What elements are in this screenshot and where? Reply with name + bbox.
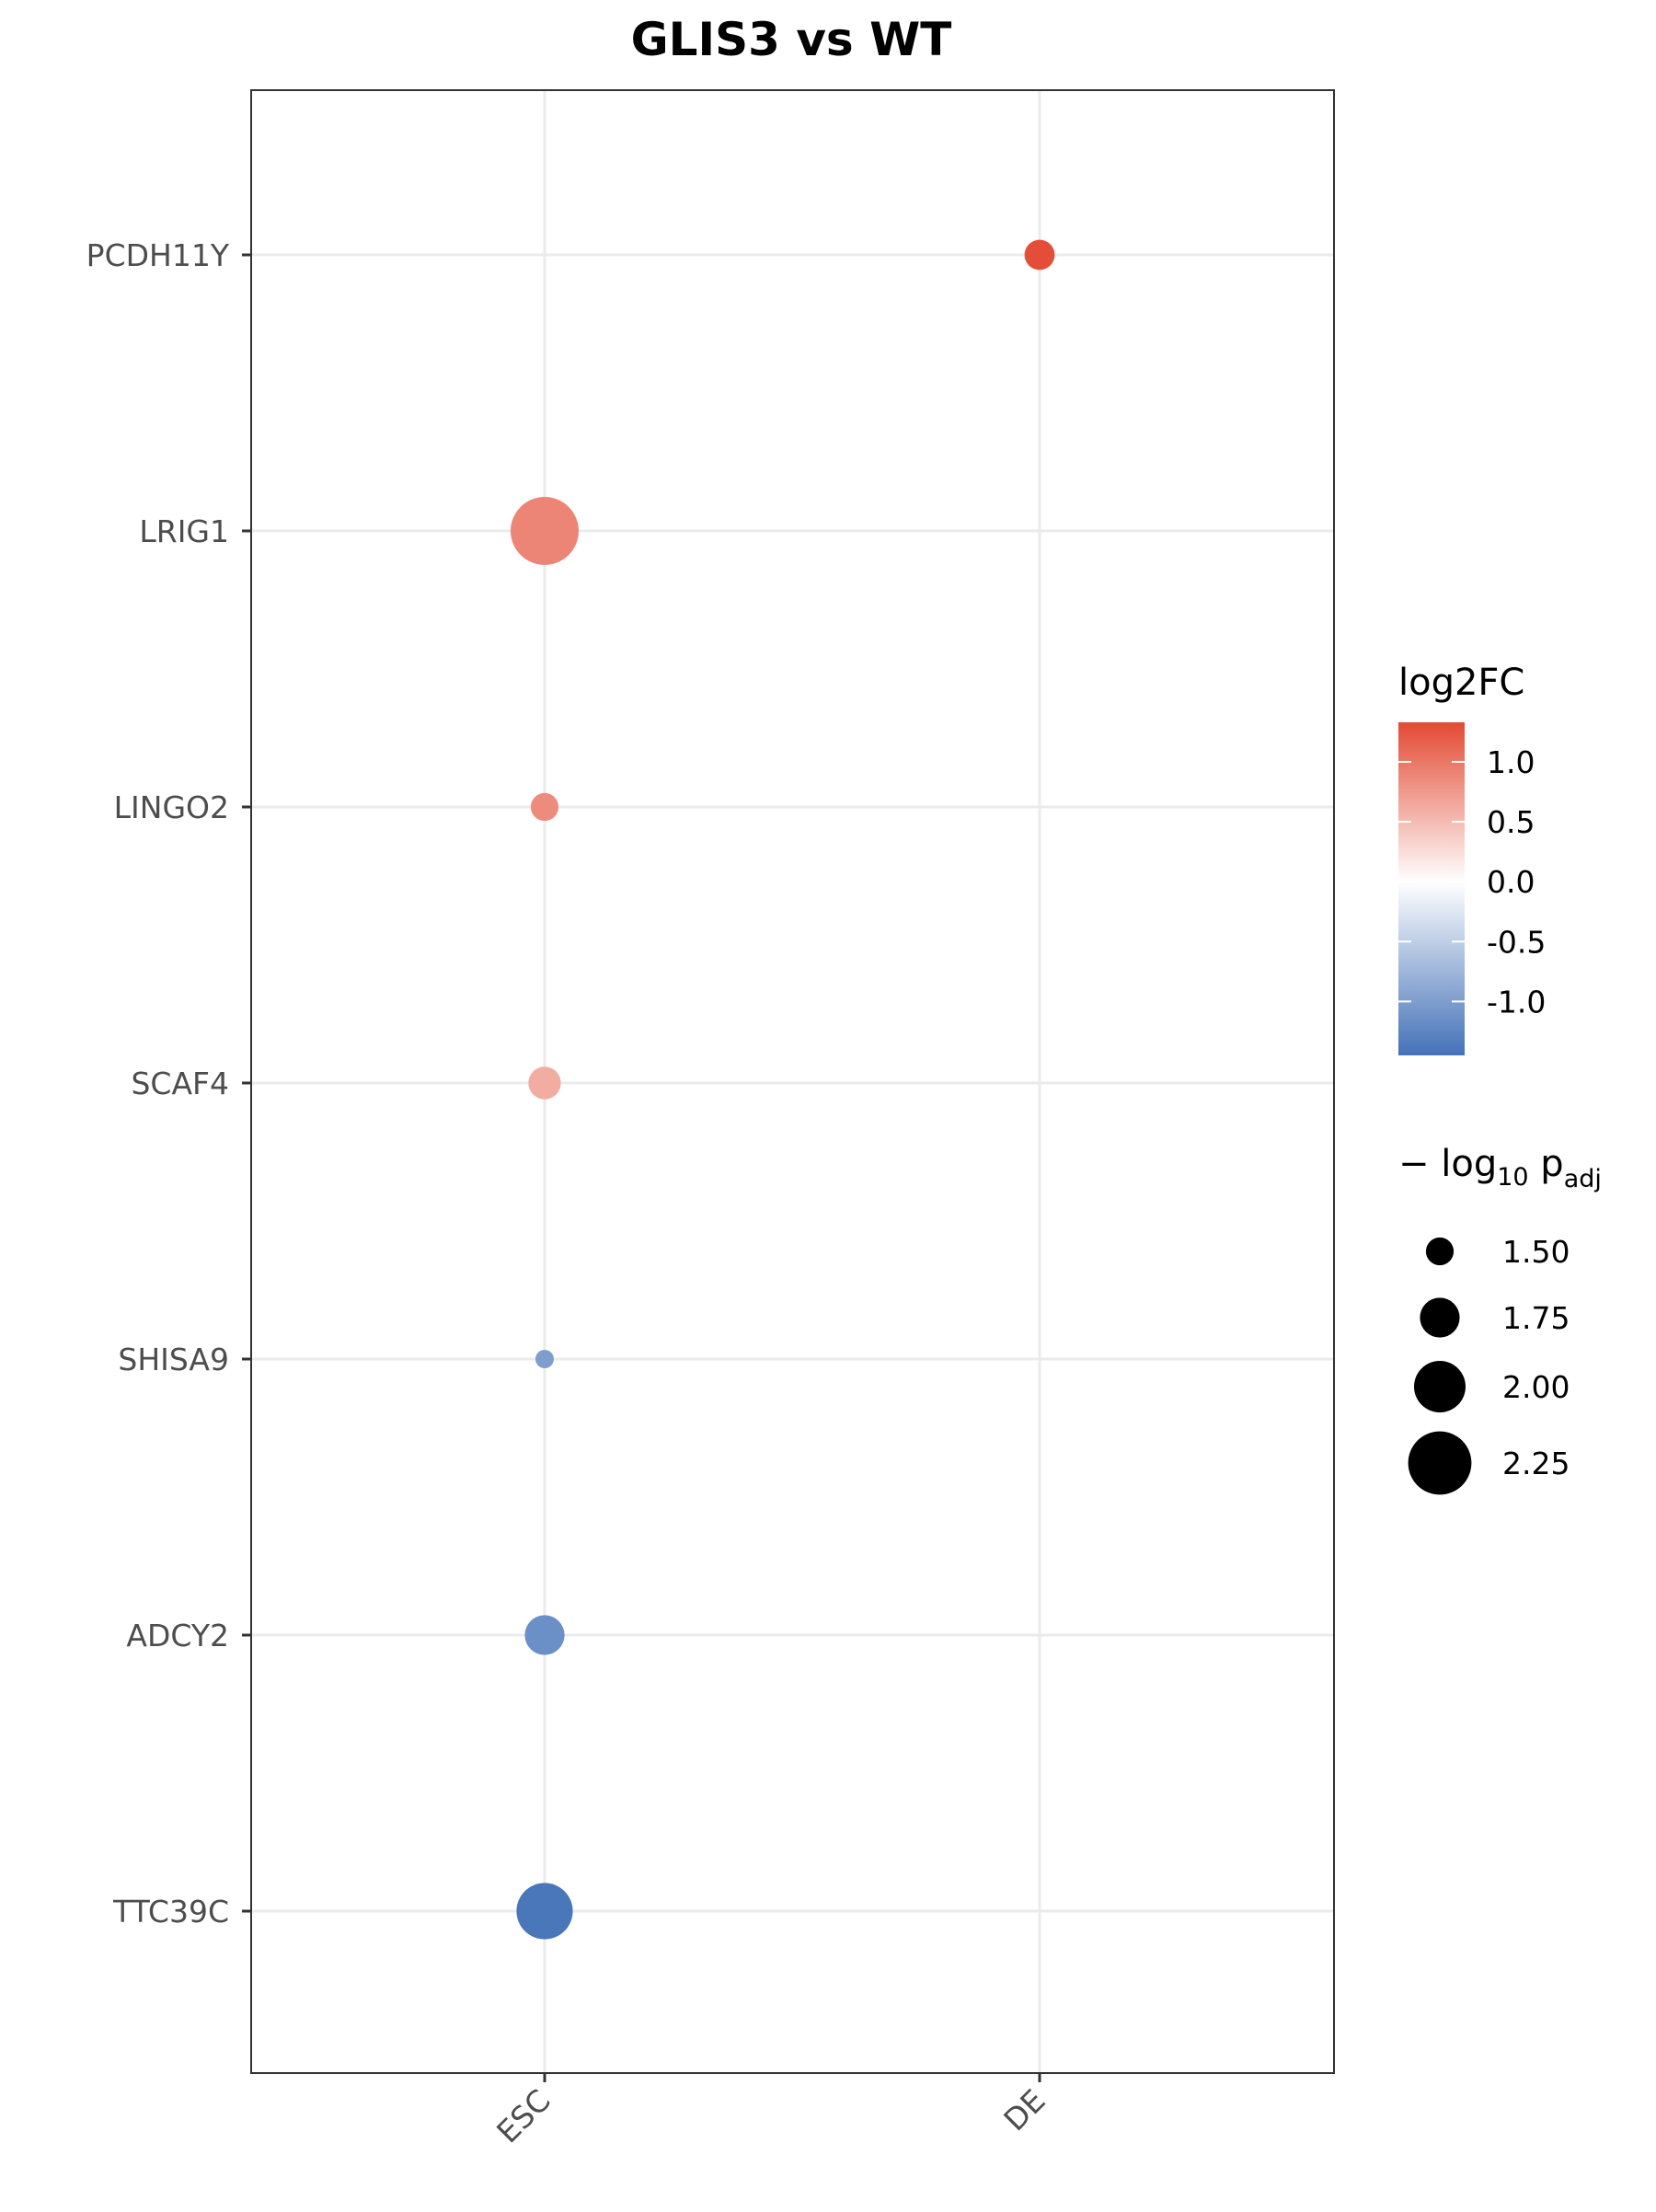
y-tick-label: ADCY2 <box>126 1618 229 1653</box>
size-legend-label: 2.00 <box>1502 1369 1570 1405</box>
y-tick-label: LRIG1 <box>139 513 229 549</box>
size-legend-label: 2.25 <box>1502 1446 1570 1481</box>
y-tick-label: LINGO2 <box>114 789 229 825</box>
y-tick-label: PCDH11Y <box>86 237 230 273</box>
size-legend-label: 1.75 <box>1502 1300 1570 1336</box>
size-legend-dot <box>1425 1237 1455 1266</box>
x-axis: ESC DE <box>489 2073 1052 2150</box>
color-tick-label: 0.0 <box>1487 864 1535 900</box>
color-tick-label: 0.5 <box>1487 804 1535 840</box>
color-legend-title: log2FC <box>1398 662 1524 704</box>
point-lrig1 <box>511 497 579 565</box>
y-axis: PCDH11Y LRIG1 LINGO2 SCAF4 SHISA9 ADCY2 TTC39C <box>86 237 251 1930</box>
chart-title: GLIS3 vs WT <box>631 13 952 66</box>
color-legend-ticks: 1.0 0.5 0.0 -0.5 -1.0 <box>1398 744 1546 1020</box>
data-points <box>511 239 1055 1940</box>
size-legend-label: 1.50 <box>1502 1234 1570 1270</box>
y-tick-label: TTC39C <box>112 1894 229 1930</box>
size-legend: − log10 padj 1.50 1.75 2.00 2.25 <box>1398 1143 1602 1495</box>
point-lingo2 <box>530 792 559 822</box>
color-tick-label: -0.5 <box>1487 924 1546 960</box>
point-scaf4 <box>528 1066 561 1100</box>
color-legend: log2FC 1.0 0.5 0.0 -0.5 -1.0 <box>1398 662 1546 1055</box>
y-tick-label: SHISA9 <box>118 1342 229 1377</box>
color-tick-label: 1.0 <box>1487 744 1535 780</box>
y-gridlines <box>251 253 1334 1913</box>
y-tick-label: SCAF4 <box>131 1066 229 1101</box>
x-tick-label: ESC <box>489 2082 557 2149</box>
plot-panel <box>250 89 1335 2074</box>
color-bar <box>1398 722 1465 1055</box>
size-legend-entries: 1.50 1.75 2.00 2.25 <box>1408 1234 1570 1495</box>
x-tick-label: DE <box>996 2082 1052 2137</box>
size-legend-dot <box>1420 1297 1460 1338</box>
point-pcdh11y <box>1024 239 1055 271</box>
color-tick-label: -1.0 <box>1487 984 1546 1020</box>
size-legend-title: − log10 padj <box>1398 1143 1602 1193</box>
size-legend-dot <box>1414 1361 1466 1412</box>
size-legend-dot <box>1408 1431 1472 1495</box>
point-shisa9 <box>535 1350 554 1368</box>
point-ttc39c <box>516 1883 573 1940</box>
point-adcy2 <box>524 1615 565 1655</box>
